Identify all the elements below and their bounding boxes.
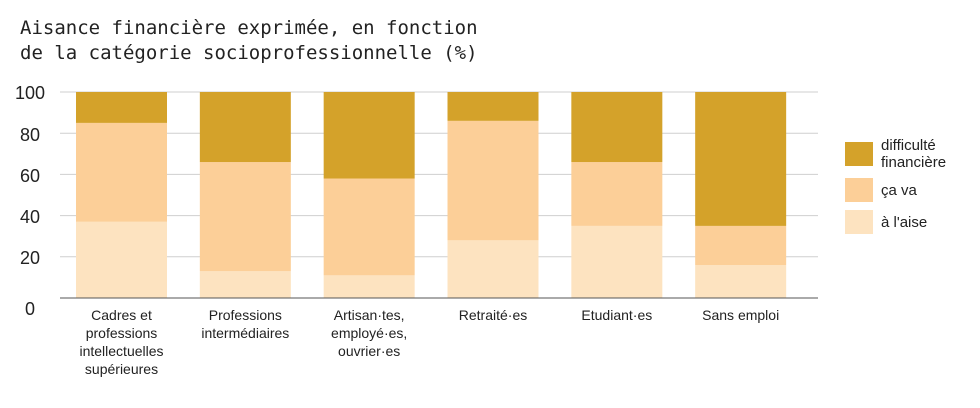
chart-title: Aisance financière exprimée, en fonction… [20,16,478,66]
x-category-label: Etudiant·es [581,307,652,323]
bar-segment [695,92,787,226]
bar-segment [199,162,291,272]
x-category-label: Artisan·tes, employé·es, ouvrier·es [331,307,407,359]
bar-segment [571,225,663,298]
bar-segment [323,92,415,179]
bar-segment [447,120,539,241]
bar-segment [447,240,539,298]
bar-segment [76,92,167,123]
bar-segment [447,92,539,121]
legend-label: à l'aise [881,214,927,231]
x-category-label: Retraité·es [459,307,527,323]
chart-title-line-1: Aisance financière exprimée, en fonction [20,17,478,39]
y-tick-label: 0 [25,299,35,319]
x-category-label: Professions intermédiaires [201,307,289,341]
y-tick-label: 40 [20,207,40,227]
bar-segment [695,265,787,298]
bar-segment [695,225,787,266]
bar-segment [76,122,167,222]
y-tick-label: 100 [15,83,45,103]
bar-segment [571,92,663,163]
bar-segment [323,275,415,298]
y-tick-label: 20 [20,248,40,268]
bar-segment [199,271,291,298]
y-tick-label: 60 [20,166,40,186]
bar-segment [199,92,291,163]
x-category-label: Sans emploi [702,307,779,323]
legend-swatch [845,210,873,234]
y-tick-label: 80 [20,125,40,145]
chart-title-line-2: de la catégorie socioprofessionnelle (%) [20,42,478,64]
legend-label: difficulté financière [881,137,946,171]
bar-segment [571,162,663,226]
legend-swatch [845,178,873,202]
legend-label: ça va [881,182,918,199]
bar-segment [76,221,167,298]
legend-swatch [845,142,873,166]
bar-segment [323,178,415,276]
x-category-label: Cadres et professions intellectuelles supér… [79,307,163,377]
